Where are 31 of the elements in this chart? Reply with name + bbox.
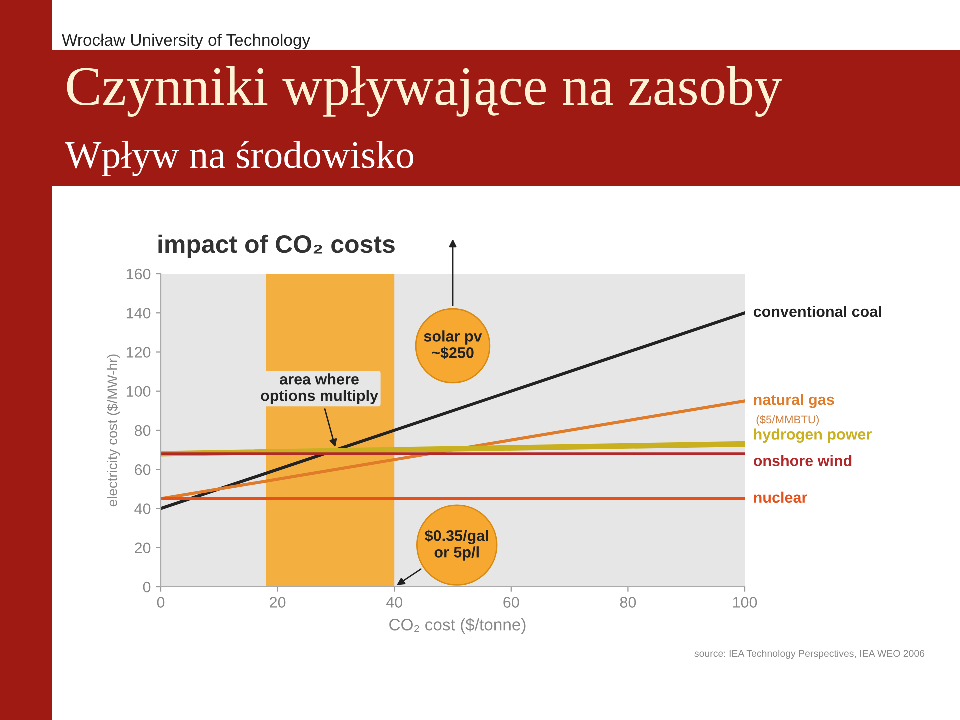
- y-tick-label: 100: [126, 386, 151, 398]
- y-tick-label: 60: [135, 464, 151, 476]
- text: Wrocław University of Technology: [62, 34, 311, 50]
- series-label: natural gas: [754, 394, 834, 408]
- y-tick-label: 40: [134, 504, 151, 514]
- text: impact of CO₂ costs: [158, 234, 395, 258]
- x-tick-label: 40: [386, 597, 402, 608]
- series-label: hydrogen power: [754, 428, 872, 444]
- y-axis-title: electricity cost ($/MW-hr): [107, 354, 120, 507]
- chart-title: Czynniki wpływające na zasoby: [67, 66, 782, 117]
- x-tick-label: 80: [620, 597, 636, 608]
- y-tick-label: 0: [143, 582, 151, 593]
- source-note: source: IEA Technology Perspectives, IEA WEO 2006: [694, 650, 925, 660]
- series-label: nuclear: [754, 492, 808, 504]
- annotation: area where options multiply: [261, 374, 378, 404]
- x-tick-label: 0: [157, 597, 165, 608]
- y-tick-label: 160: [126, 268, 151, 280]
- x-axis-title: CO₂ cost ($/tonne): [390, 618, 526, 634]
- y-tick-label: 80: [134, 425, 151, 436]
- annotation: $0.35/gal or 5p/l: [425, 530, 488, 561]
- x-tick-label: 20: [270, 597, 286, 608]
- series-label: conventional coal: [754, 306, 882, 318]
- x-tick-label: 100: [733, 597, 758, 608]
- y-tick-label: 120: [126, 347, 151, 358]
- y-tick-label: 140: [126, 308, 151, 319]
- y-tick-label: 20: [135, 542, 151, 554]
- annotation: ($5/MMBTU): [756, 415, 819, 426]
- series-label: onshore wind: [754, 455, 852, 466]
- annotation: solar pv ~$250: [424, 330, 482, 360]
- chart-subtitle: Wpływ na środowisko: [65, 140, 414, 176]
- x-tick-label: 60: [504, 597, 520, 608]
